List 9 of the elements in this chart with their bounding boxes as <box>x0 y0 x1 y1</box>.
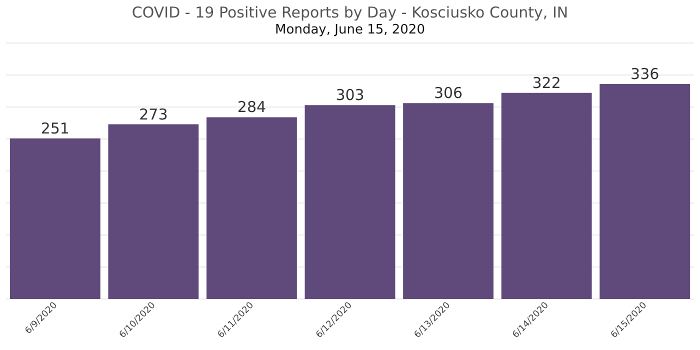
data-label: 273 <box>139 105 168 124</box>
data-label: 336 <box>630 64 660 83</box>
data-label: 306 <box>434 84 463 102</box>
chart-title: COVID - 19 Positive Reports by Day - Kosciusko County, IN <box>132 4 568 22</box>
data-label: 303 <box>336 86 364 104</box>
data-label: 322 <box>532 74 561 92</box>
chart-subtitle: Monday, June 15, 2020 <box>275 22 425 38</box>
data-label: 251 <box>40 119 70 138</box>
data-label: 284 <box>237 98 266 116</box>
